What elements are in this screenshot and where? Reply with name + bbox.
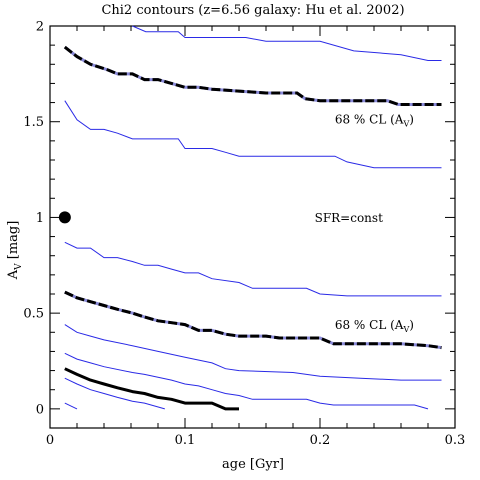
contour-line [64, 352, 429, 410]
contour-line [64, 377, 165, 410]
axis-ticks [49, 25, 456, 428]
chart-title: Chi2 contours (z=6.56 galaxy: Hu et al. … [101, 3, 404, 18]
contour-lines [63, 25, 442, 411]
y-axis-label-sub: V [14, 263, 24, 271]
plot-frame [49, 25, 456, 429]
x-axis-label: age [Gyr] [222, 457, 284, 472]
y-tick-label: 0.5 [23, 307, 44, 322]
contour-line [64, 241, 442, 297]
annotation-label: 68 % CL (AV) [335, 318, 414, 334]
cl-contour-base [63, 45, 442, 106]
x-tick-label: 0.3 [445, 433, 466, 448]
min-chi2-line [64, 367, 239, 411]
annotation-label: SFR=const [315, 211, 383, 225]
x-tick-label: 0.1 [175, 433, 196, 448]
y-tick-label: 2 [36, 20, 44, 35]
x-tick-labels: 0 0.1 0.2 0.3 [46, 433, 465, 448]
y-axis-label-unit: [mag] [6, 221, 21, 264]
y-tick-label: 0 [36, 402, 44, 417]
y-axis-label-main: A [6, 269, 21, 280]
contour-line [64, 100, 442, 169]
annotation-label: 68 % CL (AV) [335, 112, 414, 128]
y-tick-label: 1.5 [23, 115, 44, 130]
best-fit-point [58, 211, 71, 224]
cl-contour-line [63, 45, 442, 106]
y-tick-labels: 0 0.5 1 1.5 2 [23, 20, 44, 418]
x-tick-label: 0.2 [310, 433, 331, 448]
annotations: 68 % CL (AV) SFR=const 68 % CL (AV) [315, 112, 414, 334]
contour-line [64, 402, 78, 410]
contour-line [64, 324, 442, 381]
cl-contour-line [64, 290, 442, 350]
y-tick-label: 1 [36, 211, 44, 226]
contour-line [132, 25, 442, 61]
y-axis-label: AV [mag] [6, 221, 24, 281]
x-tick-label: 0 [46, 433, 54, 448]
